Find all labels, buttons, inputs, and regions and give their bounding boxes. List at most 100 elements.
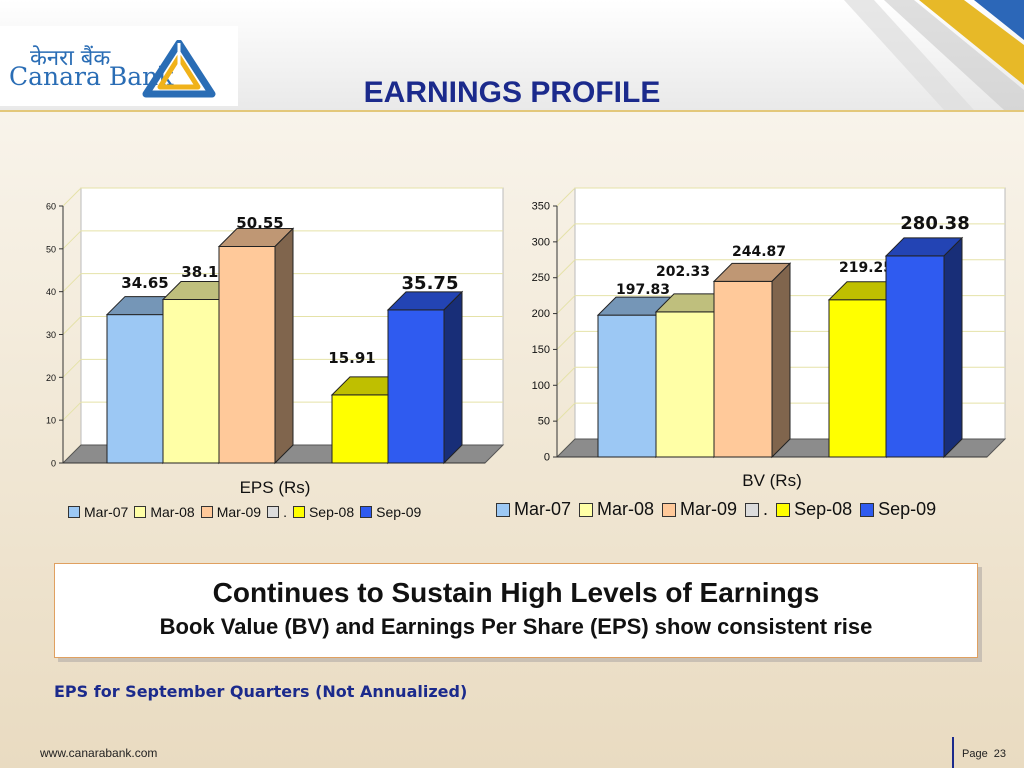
eps-gridline-side: [62, 401, 82, 421]
bv-bar-side: [943, 236, 963, 459]
bv-data-label: 197.83: [616, 282, 670, 298]
canara-bank-logo-icon: [142, 40, 216, 98]
bv-y-tick-label: 100: [532, 380, 550, 392]
message-subline: Book Value (BV) and Earnings Per Share (…: [159, 614, 873, 639]
eps-bar-mar-09: [217, 227, 295, 465]
eps-y-tick-label: 60: [46, 202, 56, 212]
eps-legend-label: Mar-08: [150, 504, 195, 520]
bv-bar-front: [655, 311, 715, 458]
eps-legend-item: Mar-08: [134, 504, 195, 520]
bv-gridline-side: [556, 366, 576, 386]
eps-legend-label: Sep-08: [308, 504, 355, 520]
eps-x-axis-label: EPS (Rs): [240, 478, 311, 497]
eps-data-label: 38.17: [181, 263, 228, 281]
bv-bar-mar-09: [712, 262, 792, 459]
bv-legend-label: Sep-08: [794, 499, 853, 519]
eps-y-tick-label: 40: [46, 287, 56, 297]
eps-chart: 0 10 20 30 40 50 60 34.65 38.17 50.55 15.91 35.75 EP…: [30, 187, 510, 508]
eps-legend: Mar-07 Mar-08 Mar-09. Sep-08 Sep-09: [68, 504, 421, 520]
eps-legend-item: Mar-09: [200, 504, 261, 520]
eps-bar-front: [218, 245, 276, 464]
bv-bar-front: [885, 255, 945, 458]
eps-legend-swatch: [267, 506, 280, 518]
page-label: Page: [962, 748, 988, 760]
logo-english-text: Canara Bank: [9, 62, 174, 91]
bv-y-tick-label: 50: [538, 416, 550, 428]
bv-data-label: 244.87: [732, 244, 786, 260]
bv-y-tick-label: 200: [532, 308, 550, 320]
message-box: Continues to Sustain High Levels of Earn…: [54, 563, 978, 658]
eps-legend-item: Sep-08: [292, 504, 355, 520]
eps-y-tick-label: 50: [46, 244, 56, 254]
eps-data-label: 50.55: [236, 214, 283, 232]
eps-bar-front: [106, 314, 164, 464]
eps-data-label: 34.65: [121, 274, 168, 292]
bv-bar-front: [828, 299, 888, 458]
bv-gridline-side: [556, 295, 576, 314]
bv-y-tick-label: 350: [532, 201, 550, 213]
bv-data-label: 219.25: [839, 260, 893, 276]
bv-gridline-side: [556, 259, 576, 279]
eps-data-label: 15.91: [328, 349, 375, 367]
eps-y-tick-label: 30: [46, 330, 56, 340]
eps-bar-side: [274, 227, 294, 465]
bv-gridline-side: [556, 223, 576, 243]
eps-data-label: 35.75: [402, 273, 459, 294]
message-headline: Continues to Sustain High Levels of Earn…: [212, 577, 820, 608]
footer-divider: [952, 737, 954, 768]
bv-legend-label: Sep-09: [878, 499, 937, 519]
bv-bar-front: [597, 314, 657, 458]
eps-y-tick-label: 0: [51, 459, 56, 469]
eps-legend-item: Mar-07: [68, 504, 128, 520]
bv-legend-label: Mar-09: [680, 499, 738, 519]
bv-legend-swatch: [662, 502, 677, 517]
bv-bar-sep-09: [884, 236, 964, 459]
bv-legend: Mar-07 Mar-08 Mar-09. Sep-08 Sep-09: [496, 499, 936, 520]
footnote: EPS for September Quarters (Not Annualiz…: [54, 682, 468, 701]
eps-legend-label: .: [283, 504, 287, 520]
eps-bar-front: [331, 394, 389, 464]
page-indicator: Page 23: [962, 748, 1006, 760]
bv-legend-swatch: [860, 502, 875, 517]
bv-legend-label: .: [763, 499, 769, 519]
eps-bar-front: [387, 309, 445, 464]
eps-gridline-side: [62, 316, 82, 335]
eps-gridline-side: [62, 358, 82, 378]
eps-bar-sep-09: [386, 290, 464, 465]
bv-gridline-side: [556, 187, 576, 207]
bv-chart: 0 50 100 150 200 250 300 350 197.83 202.33 244.87 2…: [510, 187, 1010, 508]
bv-gridline-side: [556, 331, 576, 350]
page-title: EARNINGS PROFILE: [363, 76, 661, 109]
eps-chart-svg: 0 10 20 30 40 50 60 34.65 38.17 50.55 15.91 35.75 EP…: [46, 187, 505, 497]
eps-legend-swatch: [360, 506, 373, 518]
eps-gridline-side: [62, 230, 82, 250]
eps-legend-swatch: [200, 506, 213, 518]
eps-y-tick-label: 20: [46, 373, 56, 383]
eps-legend-label: Mar-07: [84, 504, 129, 520]
bv-bar-side: [771, 262, 791, 459]
bv-legend-label: Mar-07: [514, 499, 572, 519]
bv-y-tick-label: 250: [532, 272, 550, 284]
bv-y-tick-label: 0: [544, 452, 550, 464]
eps-bar-side: [443, 290, 463, 465]
bv-legend-swatch: [776, 502, 791, 517]
eps-legend-swatch: [68, 506, 80, 518]
eps-gridline-side: [62, 273, 82, 293]
eps-bar-front: [162, 299, 220, 464]
bv-legend-swatch: [579, 502, 594, 517]
bv-data-label: 280.38: [900, 213, 969, 234]
eps-legend-item: Sep-09: [360, 504, 421, 520]
eps-y-tick-label: 10: [46, 416, 56, 426]
bv-legend-item: Mar-08: [579, 499, 654, 520]
header-stripes-decoration: [844, 0, 1024, 110]
bv-legend-swatch: [745, 502, 760, 517]
bv-legend-label: Mar-08: [597, 499, 655, 519]
bv-legend-item: .: [745, 499, 768, 520]
eps-legend-swatch: [134, 506, 147, 518]
eps-legend-label: Sep-09: [376, 504, 422, 520]
footer-url[interactable]: www.canarabank.com: [40, 746, 158, 760]
page-number: 23: [993, 748, 1006, 760]
eps-legend-item: .: [267, 504, 287, 520]
bv-y-tick-label: 300: [532, 236, 550, 248]
bv-legend-item: Sep-09: [860, 499, 936, 520]
